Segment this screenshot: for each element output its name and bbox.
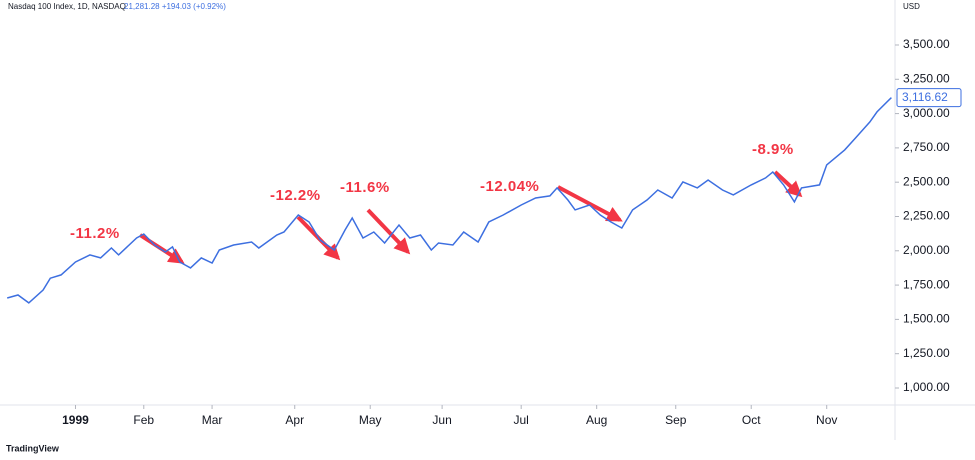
y-tick-label: 3,250.00 <box>903 71 950 85</box>
annotation: -11.6% <box>340 179 390 196</box>
annotation: -12.2% <box>270 187 321 204</box>
arrow <box>773 170 803 198</box>
chart-title: Nasdaq 100 Index, 1D, NASDAQ <box>8 2 126 11</box>
quote: 21,281.28 +194.03 (+0.92%) <box>124 2 226 11</box>
y-tick-label: 2,250.00 <box>903 209 950 223</box>
x-tick-label: 1999 <box>62 413 89 427</box>
y-tick-label: 2,750.00 <box>903 140 950 154</box>
x-tick-label: Sep <box>665 413 687 427</box>
brand: TradingView <box>6 443 60 453</box>
y-tick-label: 1,500.00 <box>903 312 950 326</box>
x-tick-label: Apr <box>285 413 304 427</box>
x-tick-label: Feb <box>133 413 154 427</box>
x-tick-label: Mar <box>202 413 223 427</box>
arrow <box>366 208 411 255</box>
y-tick-label: 1,750.00 <box>903 277 950 291</box>
x-tick-label: Nov <box>816 413 837 427</box>
x-tick-label: Aug <box>586 413 607 427</box>
y-tick-label: 3,500.00 <box>903 37 950 51</box>
y-tick-label: 2,000.00 <box>903 243 950 257</box>
y-tick-label: 3,000.00 <box>903 106 950 120</box>
x-tick-label: Jun <box>432 413 451 427</box>
price-line <box>6 97 892 304</box>
annotation: -12.04% <box>480 178 539 195</box>
x-tick-label: Oct <box>742 413 761 427</box>
annotation: -11.2% <box>70 225 120 242</box>
y-tick-label: 1,250.00 <box>903 346 950 360</box>
annotation: -8.9% <box>752 141 794 158</box>
x-tick-label: Jul <box>514 413 529 427</box>
y-tick-label: 1,000.00 <box>903 380 950 394</box>
y-tick-label: 2,500.00 <box>903 174 950 188</box>
currency: USD <box>903 2 920 11</box>
arrow <box>557 185 623 222</box>
last-price-box <box>896 88 962 108</box>
last-price-label: 3,116.62 <box>902 90 948 104</box>
x-tick-label: May <box>359 413 382 427</box>
